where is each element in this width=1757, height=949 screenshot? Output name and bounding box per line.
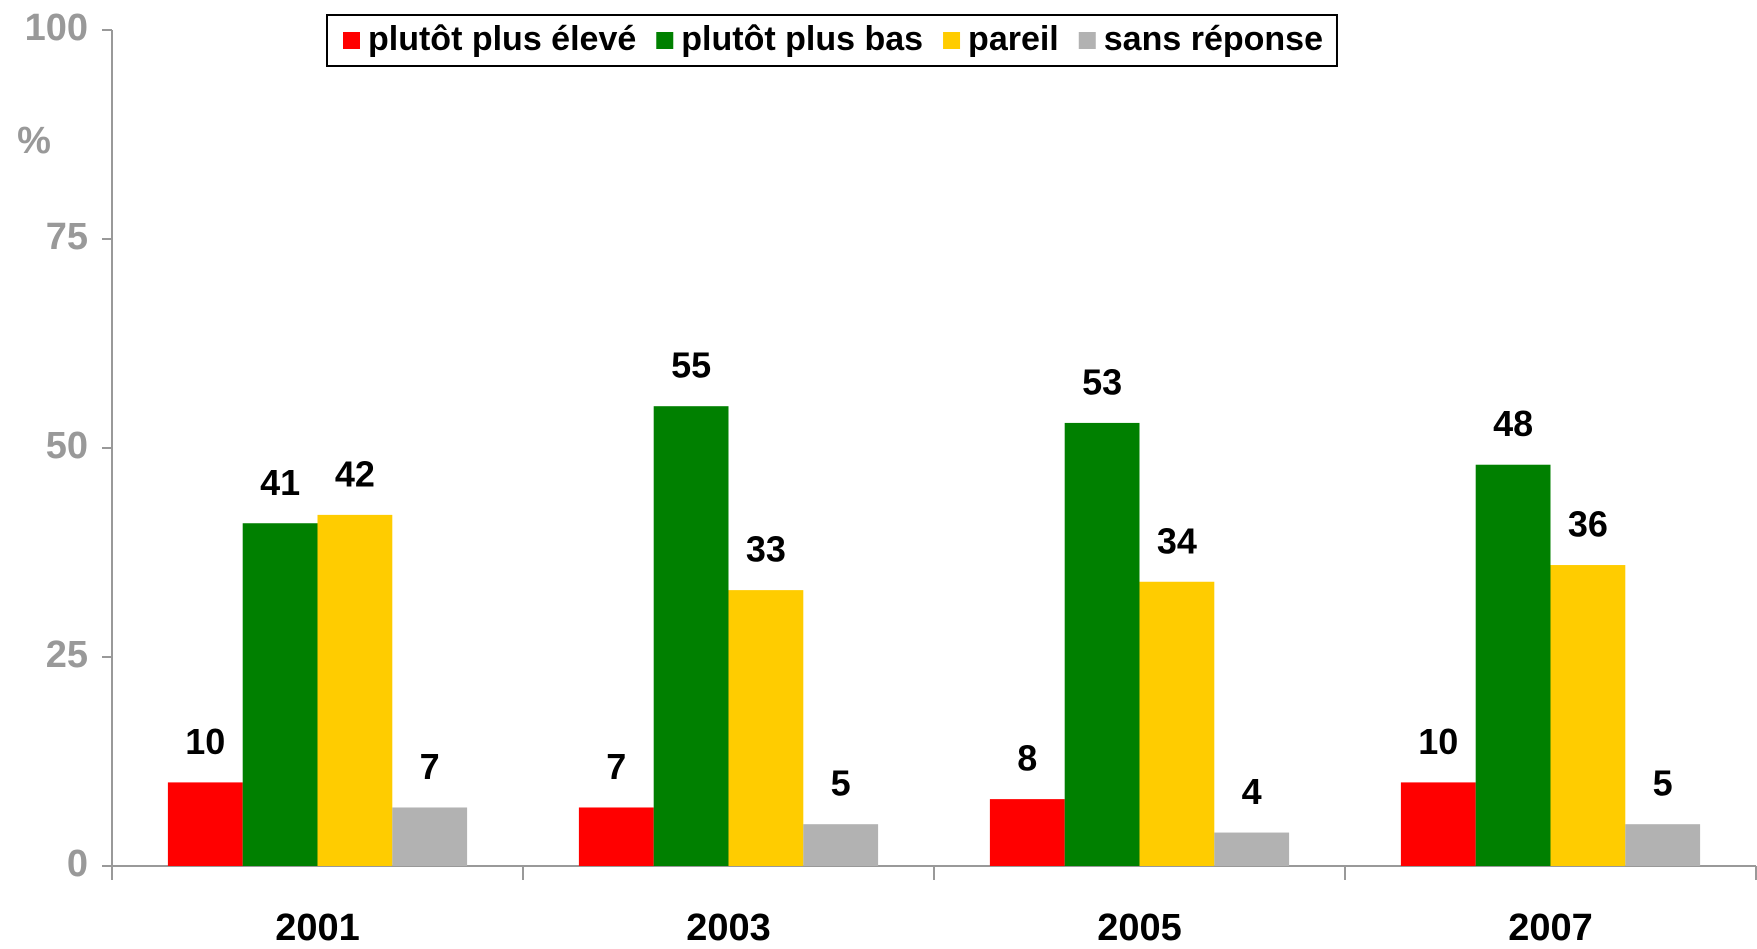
bar (1550, 565, 1626, 866)
legend-swatch (656, 32, 674, 49)
bar (242, 523, 318, 866)
bar (1625, 824, 1701, 866)
data-label: 48 (1493, 403, 1533, 444)
bar (167, 782, 243, 866)
legend-swatch (943, 32, 961, 49)
bar (1214, 832, 1290, 866)
legend-label: pareil (968, 20, 1059, 58)
bar (317, 514, 393, 866)
data-label: 4 (1242, 771, 1262, 812)
bar (578, 807, 654, 866)
y-tick-label: 75 (46, 216, 88, 258)
data-label: 8 (1017, 738, 1037, 779)
legend-swatch (343, 32, 360, 49)
bar (1139, 581, 1215, 866)
y-tick-label: 0 (67, 843, 88, 885)
data-label: 10 (1418, 721, 1458, 762)
data-label: 7 (420, 746, 440, 787)
x-tick-label: 2003 (686, 907, 771, 949)
data-label: 34 (1157, 520, 1197, 561)
data-label: 53 (1082, 361, 1122, 402)
data-label: 36 (1568, 504, 1608, 545)
data-label: 41 (260, 462, 300, 503)
data-label: 42 (335, 453, 375, 494)
legend-label: plutôt plus élevé (368, 20, 636, 58)
legend-swatch (1078, 32, 1096, 49)
legend-label: plutôt plus bas (681, 20, 923, 58)
x-tick-label: 2007 (1508, 907, 1593, 949)
data-label: 33 (746, 529, 786, 570)
bar (1064, 422, 1140, 866)
bar (803, 824, 879, 866)
y-axis-label: % (17, 120, 51, 162)
legend-label: sans réponse (1104, 20, 1323, 58)
legend-box (326, 14, 1338, 67)
y-tick-label: 50 (46, 425, 88, 467)
x-tick-label: 2001 (275, 907, 360, 949)
bar (1400, 782, 1476, 866)
bar (989, 799, 1065, 866)
bar (392, 807, 468, 866)
bar (653, 406, 729, 866)
data-label: 55 (671, 345, 711, 386)
data-label: 5 (831, 763, 851, 804)
bar (1475, 464, 1551, 866)
data-label: 5 (1653, 763, 1673, 804)
bar (728, 590, 804, 866)
y-tick-label: 25 (46, 634, 88, 676)
data-label: 7 (606, 746, 626, 787)
x-tick-label: 2005 (1097, 907, 1182, 949)
data-label: 10 (185, 721, 225, 762)
y-tick-label: 100 (25, 7, 88, 49)
